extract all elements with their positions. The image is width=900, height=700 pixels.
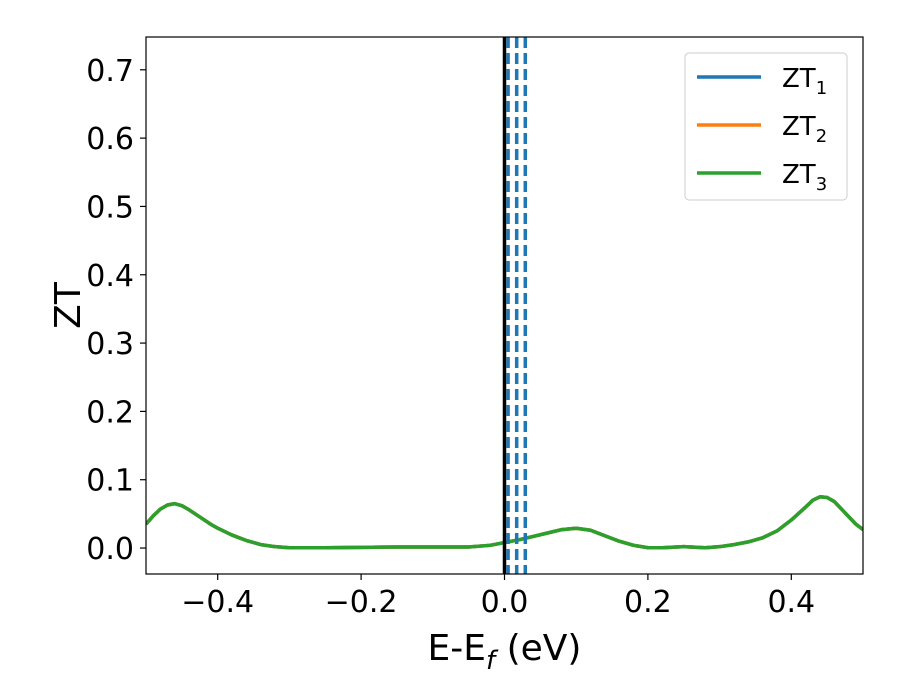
plot-area <box>146 495 863 550</box>
y-tick-label: 0.2 <box>86 395 134 430</box>
y-axis-label: ZT <box>48 281 89 329</box>
x-axis-label-main: E-E <box>428 628 486 669</box>
x-tick-label: −0.2 <box>325 585 398 620</box>
series-line-3 <box>146 495 863 550</box>
y-tick-label: 0.0 <box>86 532 134 567</box>
x-tick-label: 0.4 <box>767 585 815 620</box>
legend: ZT1 ZT2 ZT3 <box>684 52 848 201</box>
x-axis-label: E-Ef (eV) <box>428 628 582 676</box>
axes: −0.4 −0.2 0.0 0.2 0.4 0.0 0.1 0.2 0.3 0.4 0.5 0.6 0.… <box>86 36 864 620</box>
y-tick-label: 0.5 <box>86 190 134 225</box>
vertical-lines <box>502 37 528 574</box>
x-tick-label: −0.4 <box>181 585 254 620</box>
legend-label-3: ZT3 <box>782 160 827 195</box>
y-tick-label: 0.3 <box>86 327 134 362</box>
x-tick-label: 0.0 <box>481 585 529 620</box>
x-tick-label: 0.2 <box>624 585 672 620</box>
legend-label-2: ZT2 <box>782 112 827 147</box>
legend-box <box>684 52 848 201</box>
legend-label-1: ZT1 <box>782 64 827 99</box>
y-tick-label: 0.6 <box>86 122 134 157</box>
y-tick-label: 0.1 <box>86 464 134 499</box>
y-tick-label: 0.4 <box>86 259 134 294</box>
x-axis-label-unit: (eV) <box>495 628 581 669</box>
y-tick-label: 0.7 <box>86 54 134 89</box>
